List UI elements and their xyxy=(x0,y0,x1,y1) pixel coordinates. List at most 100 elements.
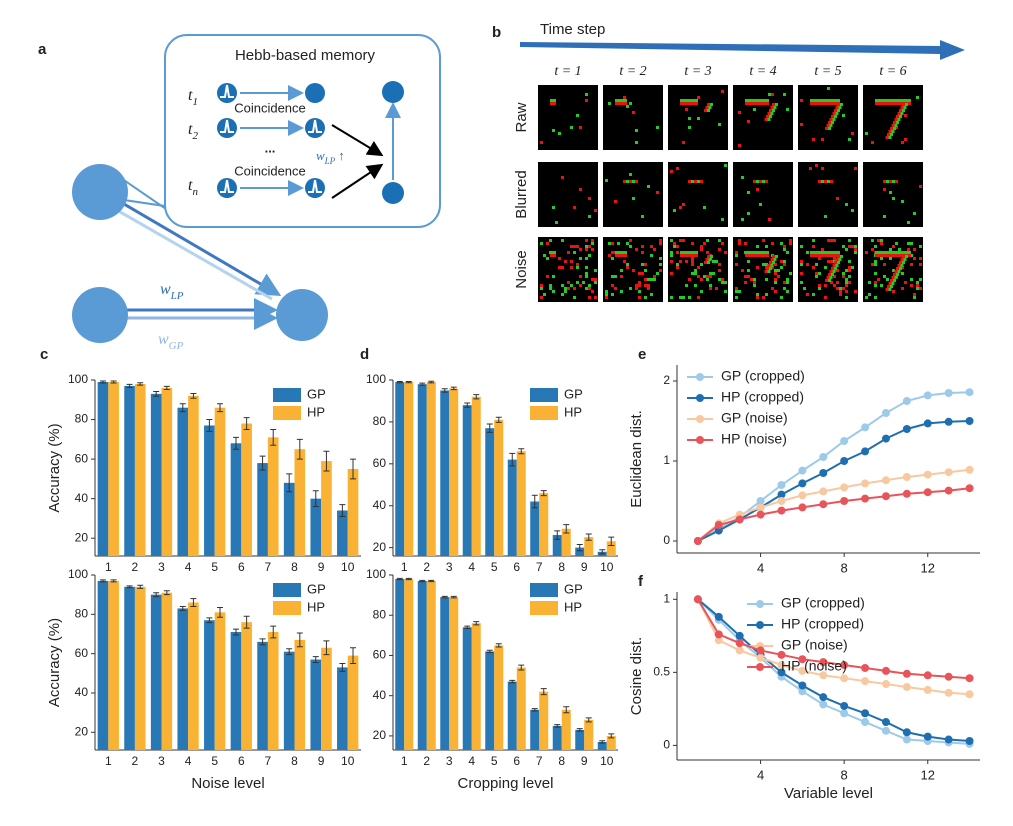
pixel xyxy=(765,293,768,296)
pixel xyxy=(697,296,700,299)
bar xyxy=(97,381,109,556)
pixel xyxy=(629,180,632,183)
row-label: Raw xyxy=(513,102,530,132)
pixel xyxy=(827,239,830,242)
pixel xyxy=(747,212,750,215)
pixel xyxy=(615,254,618,257)
pixel xyxy=(561,176,564,179)
pixel xyxy=(812,239,815,242)
pixel xyxy=(685,108,688,111)
pixel xyxy=(775,255,778,258)
legend-label: HP (cropped) xyxy=(721,389,804,405)
pixel xyxy=(892,197,895,200)
pixel xyxy=(608,242,611,245)
ellipsis: ... xyxy=(265,140,276,155)
pixel xyxy=(763,254,766,257)
pixel xyxy=(647,185,650,188)
pixel xyxy=(676,263,679,266)
pixel xyxy=(697,96,700,99)
pixel xyxy=(767,118,771,121)
pixel xyxy=(688,180,691,183)
error-bar xyxy=(126,585,133,589)
pixel xyxy=(708,258,712,261)
pixel xyxy=(748,102,751,105)
pixel xyxy=(777,269,780,272)
pixel xyxy=(789,272,792,275)
pixel xyxy=(899,115,902,118)
pixel xyxy=(614,275,617,278)
pixel xyxy=(887,99,890,102)
pixel xyxy=(621,254,624,257)
pixel xyxy=(880,257,883,260)
pixel xyxy=(832,270,836,273)
pixel xyxy=(615,102,618,105)
legend-label: GP (cropped) xyxy=(721,368,805,384)
pixel xyxy=(756,293,759,296)
pixel xyxy=(618,99,621,102)
pixel xyxy=(623,96,626,99)
x-tick-label: 3 xyxy=(446,560,453,574)
pixel xyxy=(889,257,892,260)
pixel xyxy=(834,261,837,264)
pixel xyxy=(832,118,836,121)
pixel xyxy=(868,281,871,284)
pixel xyxy=(822,254,825,257)
spike-glyph xyxy=(220,179,234,193)
y-tick-label: 60 xyxy=(373,456,387,470)
pixel xyxy=(819,102,822,105)
pixel xyxy=(585,245,588,248)
bar xyxy=(462,627,472,750)
pixel xyxy=(579,284,582,287)
pixel xyxy=(620,275,623,278)
w: w xyxy=(316,148,325,163)
pixel xyxy=(871,248,874,251)
pixel xyxy=(916,96,919,99)
error-bar xyxy=(495,643,502,648)
bar xyxy=(257,463,268,556)
pixel xyxy=(818,257,821,260)
pixel xyxy=(865,132,868,135)
pixel xyxy=(774,278,777,281)
pixel xyxy=(689,251,692,254)
pixel xyxy=(881,254,884,257)
pixel xyxy=(831,251,834,254)
pixel xyxy=(621,102,624,105)
pixel xyxy=(774,269,777,272)
pixel xyxy=(611,251,614,254)
pixel xyxy=(747,191,750,194)
pixel xyxy=(806,263,809,266)
pixel xyxy=(907,242,910,245)
error-bar xyxy=(554,530,561,540)
pixel xyxy=(679,296,682,299)
pixel xyxy=(721,281,724,284)
pixel xyxy=(611,242,614,245)
x-tick-label: 8 xyxy=(291,560,298,574)
pixel xyxy=(812,293,815,296)
pixel xyxy=(673,209,676,212)
pixel xyxy=(838,258,842,261)
pixel xyxy=(624,254,627,257)
pixel xyxy=(670,239,673,242)
error-bar xyxy=(428,579,435,583)
point xyxy=(756,646,765,655)
pixel xyxy=(670,254,673,257)
pixel xyxy=(831,99,834,102)
up-arrow: ↑ xyxy=(338,148,345,163)
pixel xyxy=(889,248,892,251)
error-bar xyxy=(350,647,357,664)
pixel xyxy=(688,296,691,299)
pixel xyxy=(670,251,673,254)
bar xyxy=(241,423,252,556)
pixel xyxy=(709,275,712,278)
pixel xyxy=(591,242,594,245)
pixel xyxy=(880,284,883,287)
pixel xyxy=(707,261,710,264)
point xyxy=(840,701,849,710)
pixel xyxy=(721,90,724,93)
legend-swatch xyxy=(530,601,558,615)
pixel xyxy=(828,102,831,105)
pixel xyxy=(745,254,748,257)
pixel xyxy=(650,278,653,281)
pixel xyxy=(854,245,857,248)
pixel xyxy=(632,180,635,183)
